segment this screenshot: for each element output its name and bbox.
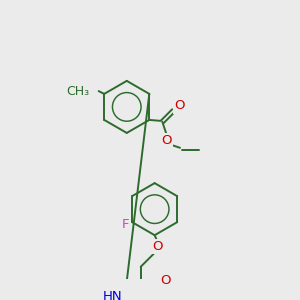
Text: CH₃: CH₃ bbox=[66, 85, 89, 98]
Text: O: O bbox=[174, 100, 184, 112]
Text: O: O bbox=[152, 240, 163, 253]
Text: HN: HN bbox=[103, 290, 122, 300]
Text: O: O bbox=[160, 274, 171, 287]
Text: F: F bbox=[122, 218, 129, 230]
Text: O: O bbox=[162, 134, 172, 147]
